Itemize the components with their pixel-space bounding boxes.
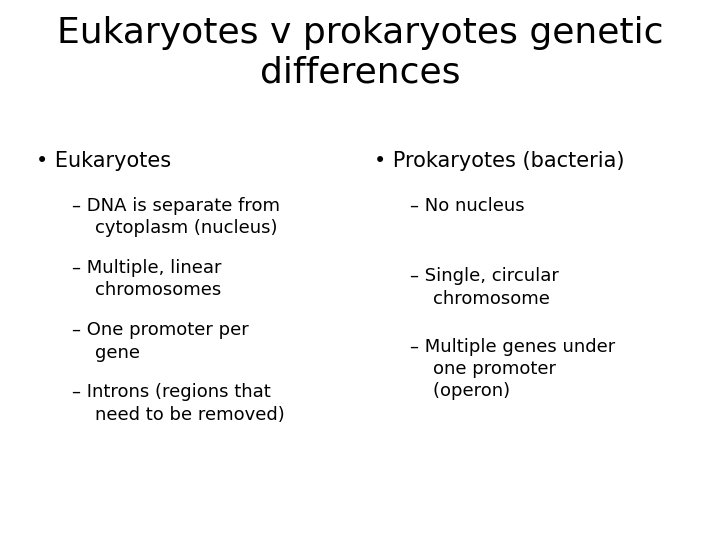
Text: Eukaryotes v prokaryotes genetic
differences: Eukaryotes v prokaryotes genetic differe… [57,16,663,90]
Text: – No nucleus: – No nucleus [410,197,525,215]
Text: – Multiple, linear
    chromosomes: – Multiple, linear chromosomes [72,259,222,299]
Text: – Multiple genes under
    one promoter
    (operon): – Multiple genes under one promoter (ope… [410,338,616,400]
Text: – One promoter per
    gene: – One promoter per gene [72,321,248,361]
Text: – DNA is separate from
    cytoplasm (nucleus): – DNA is separate from cytoplasm (nucleu… [72,197,280,237]
Text: • Eukaryotes: • Eukaryotes [36,151,171,171]
Text: – Introns (regions that
    need to be removed): – Introns (regions that need to be remov… [72,383,284,423]
Text: • Prokaryotes (bacteria): • Prokaryotes (bacteria) [374,151,625,171]
Text: – Single, circular
    chromosome: – Single, circular chromosome [410,267,559,307]
